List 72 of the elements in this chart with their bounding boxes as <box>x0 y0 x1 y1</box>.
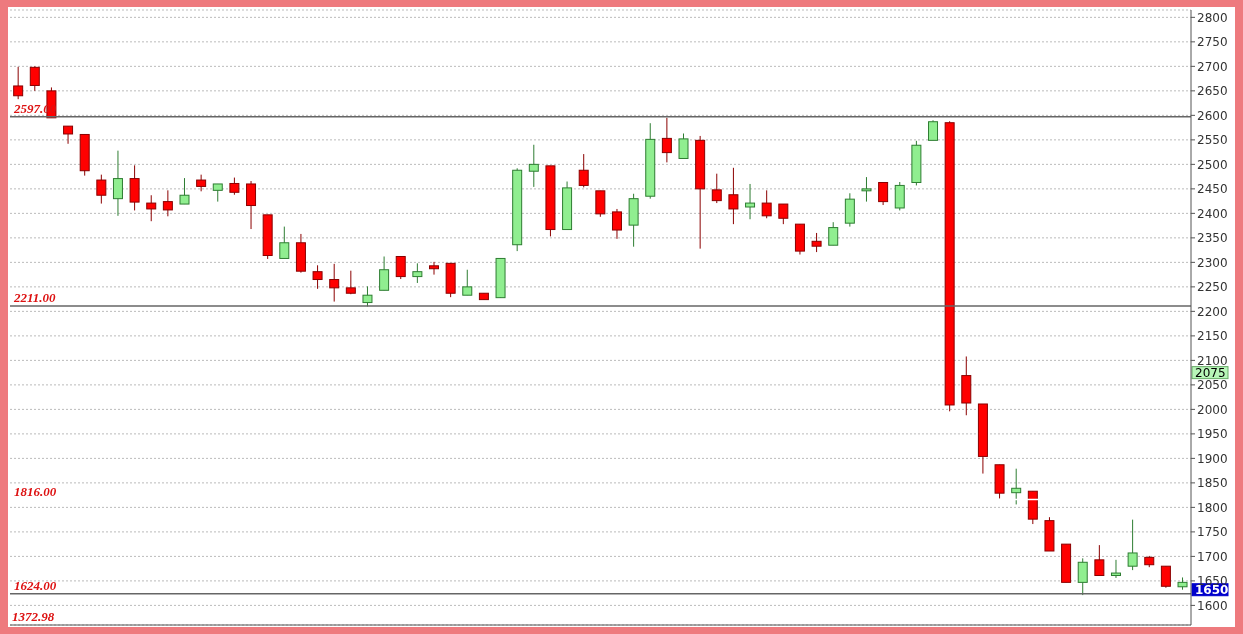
candlestick <box>429 261 440 276</box>
candlestick <box>362 285 373 307</box>
candlestick <box>661 117 672 163</box>
y-tick-label: 2150 <box>1197 329 1228 344</box>
y-tick-label: 2500 <box>1197 157 1228 172</box>
candlestick <box>146 194 157 222</box>
candlestick <box>811 232 822 253</box>
y-tick-label: 2350 <box>1197 231 1228 246</box>
candlestick <box>878 181 889 206</box>
candlestick <box>745 183 756 220</box>
candlestick <box>1011 468 1022 505</box>
candlestick <box>63 125 74 145</box>
candlestick <box>329 263 340 303</box>
candlestick <box>196 174 207 192</box>
y-tick-label: 2300 <box>1197 255 1228 270</box>
ref-line-label: 1816.00 <box>14 483 57 499</box>
y-tick-label: 2450 <box>1197 182 1228 197</box>
y-tick-label: 2400 <box>1197 206 1228 221</box>
y-tick-label: 2800 <box>1197 10 1228 25</box>
y-tick-label: 1700 <box>1197 549 1228 564</box>
candlestick <box>828 221 839 246</box>
candlestick <box>761 189 772 219</box>
y-tick-label: 1750 <box>1197 525 1228 540</box>
candlestick <box>379 255 390 291</box>
candlestick <box>778 203 789 225</box>
y-tick-label: 2000 <box>1197 402 1228 417</box>
candlestick <box>528 144 539 188</box>
candlestick <box>312 264 323 290</box>
candlestick <box>279 226 290 259</box>
y-tick-label: 2250 <box>1197 280 1228 295</box>
ref-line-label: 2211.00 <box>13 289 57 305</box>
candlestick <box>1110 559 1121 579</box>
candlestick <box>728 167 739 225</box>
candlestick <box>29 65 40 92</box>
candlestick <box>179 177 190 205</box>
candlestick <box>96 174 107 205</box>
y-tick-label: 2050 <box>1197 378 1228 393</box>
candlestick <box>611 208 622 240</box>
candlestick <box>928 119 939 141</box>
candlestick <box>162 189 173 217</box>
candlestick <box>13 66 24 100</box>
candlestick <box>112 150 123 217</box>
annotation: 2075 <box>1195 365 1226 380</box>
candlestick <box>1127 519 1138 571</box>
candlestick <box>578 153 589 188</box>
candlestick <box>678 132 689 159</box>
candlestick <box>462 269 473 296</box>
candlestick <box>129 164 140 211</box>
candlestick <box>246 180 257 230</box>
candlestick <box>1077 557 1088 596</box>
y-tick-label: 1900 <box>1197 451 1228 466</box>
candlestick <box>711 173 722 204</box>
candlestick <box>595 190 606 218</box>
annotation: 1372.98 <box>12 609 55 625</box>
y-tick-label: 2750 <box>1197 35 1228 50</box>
candlestick <box>894 181 905 211</box>
y-tick-label: 2100 <box>1197 353 1228 368</box>
y-tick-label: 2700 <box>1197 59 1228 74</box>
y-tick-label: 1950 <box>1197 427 1228 442</box>
y-tick-label: 1600 <box>1197 598 1228 613</box>
y-tick-label: 2200 <box>1197 304 1228 319</box>
y-tick-label: 1800 <box>1197 500 1228 515</box>
y-tick-label: 2550 <box>1197 133 1228 148</box>
candlestick <box>861 176 872 203</box>
candlestick <box>1094 544 1105 577</box>
candlestick <box>412 262 423 284</box>
candlestick <box>395 255 406 280</box>
ref-line-label: 1624.00 <box>14 577 57 593</box>
y-tick-label: 2650 <box>1197 84 1228 99</box>
y-tick-label: 2600 <box>1197 108 1228 123</box>
candlestick <box>1160 565 1171 589</box>
y-tick-label: 1850 <box>1197 476 1228 491</box>
